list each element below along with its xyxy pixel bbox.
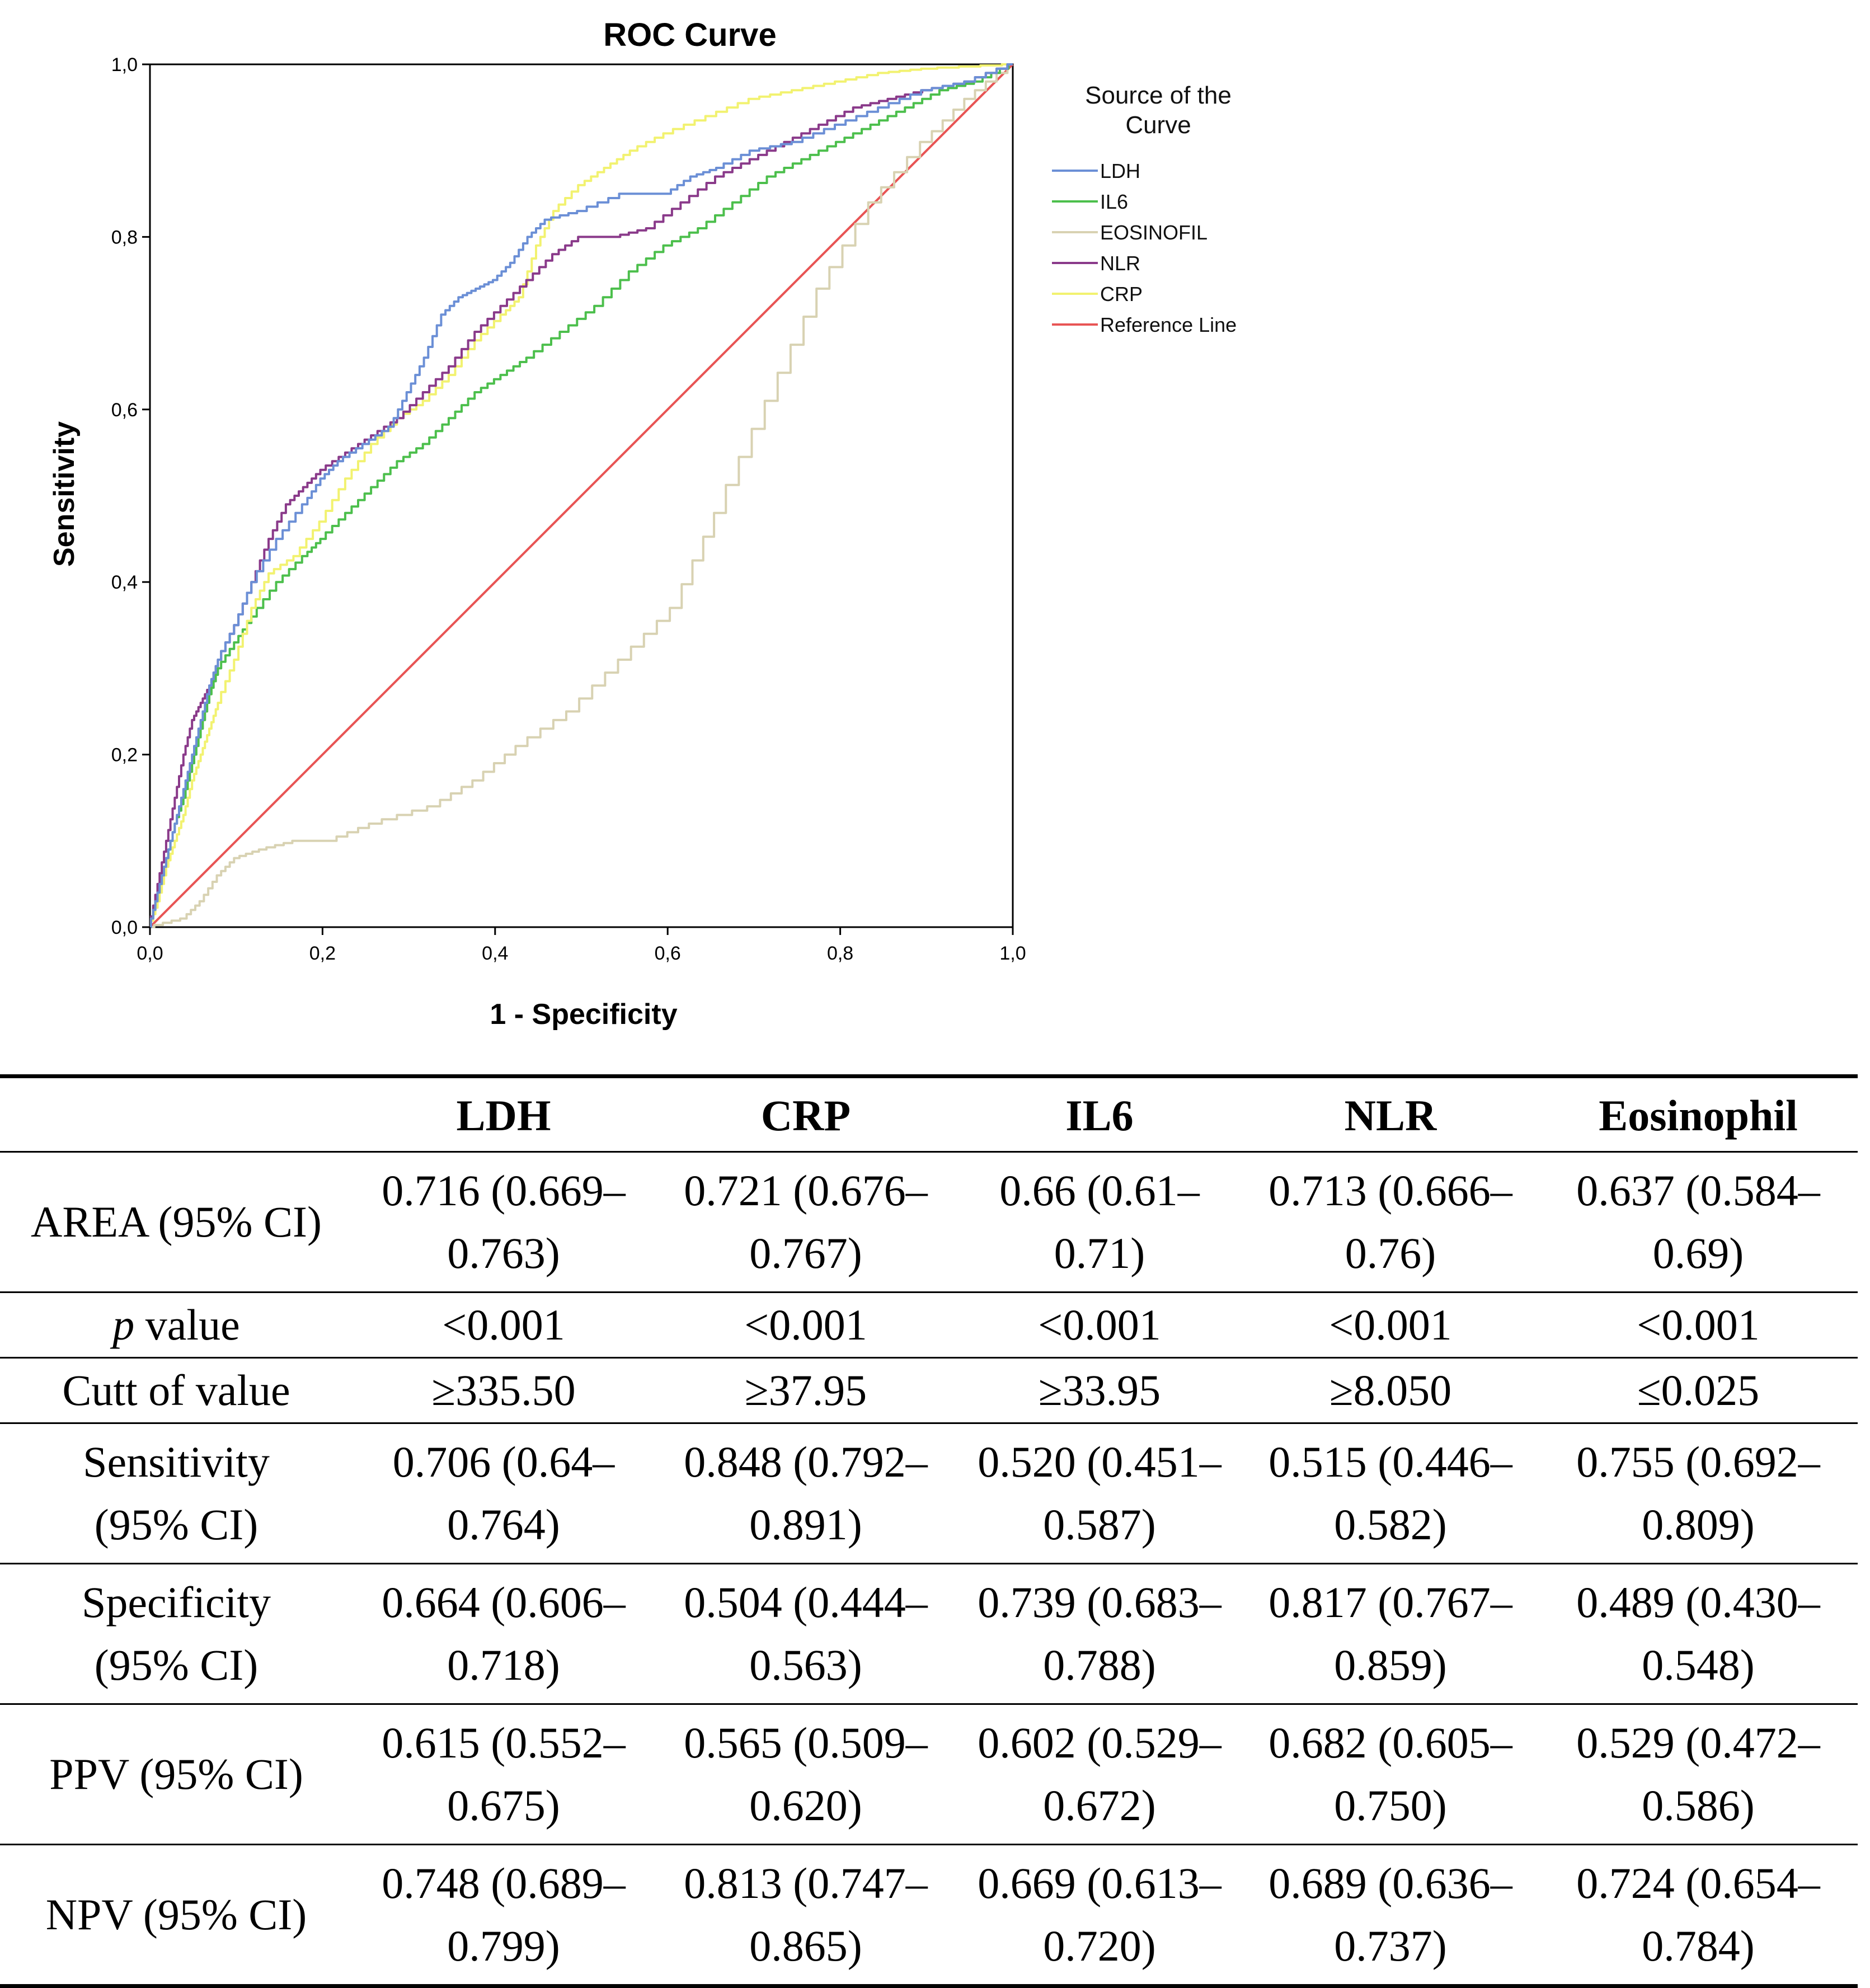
table-cell: 0.817 (0.767– 0.859) <box>1242 1563 1539 1705</box>
x-tick-label: 1,0 <box>999 943 1026 964</box>
header-cell <box>0 1076 353 1153</box>
row-label: p value <box>0 1292 353 1359</box>
table-cell: 0.515 (0.446– 0.582) <box>1242 1423 1539 1564</box>
table-cell: 0.848 (0.792– 0.891) <box>655 1423 957 1564</box>
table-cell: <0.001 <box>1242 1292 1539 1359</box>
row-label: PPV (95% CI) <box>0 1704 353 1845</box>
row-label: Cutt of value <box>0 1357 353 1424</box>
legend-title-line-1: Source of the <box>1085 82 1232 109</box>
table-cell: ≥8.050 <box>1242 1357 1539 1424</box>
y-tick-label: 0,4 <box>111 572 138 593</box>
y-tick-label: 0,2 <box>111 745 138 766</box>
legend-label: NLR <box>1100 252 1140 275</box>
x-tick-label: 0,4 <box>482 943 508 964</box>
y-tick-label: 0,6 <box>111 400 138 421</box>
table-cell: <0.001 <box>353 1292 655 1359</box>
roc-series-eosinofil <box>150 63 1013 928</box>
roc-chart: ROC Curve 0,0 0,0 0,2 0,2 0,4 0,4 0,6 0,6 0,8 0,8… <box>48 17 1237 1031</box>
x-tick-label: 0,8 <box>827 943 853 964</box>
table-cell: 0.602 (0.529– 0.672) <box>957 1704 1242 1845</box>
header-cell: Eosinophil <box>1539 1076 1858 1153</box>
table-cell: <0.001 <box>1539 1292 1858 1359</box>
table-row: Sensitivity (95% CI) 0.706 (0.64– 0.764) 0.8… <box>0 1423 1858 1564</box>
legend-label: CRP <box>1100 283 1143 306</box>
table-row: Specificity (95% CI) 0.664 (0.606– 0.718) 0.… <box>0 1563 1858 1705</box>
legend-label: LDH <box>1100 159 1140 182</box>
table-cell: 0.739 (0.683– 0.788) <box>957 1563 1242 1705</box>
table-cell: 0.689 (0.636– 0.737) <box>1242 1844 1539 1987</box>
table-cell: <0.001 <box>957 1292 1242 1359</box>
table-cell: 0.520 (0.451– 0.587) <box>957 1423 1242 1564</box>
ticks-layer: 0,0 0,0 0,2 0,2 0,4 0,4 0,6 0,6 0,8 0,8 1,0 1,0 <box>111 54 1026 964</box>
table-cell: 0.724 (0.654– 0.784) <box>1539 1844 1858 1987</box>
header-cell: CRP <box>655 1076 957 1153</box>
table-cell: <0.001 <box>655 1292 957 1359</box>
roc-series-il6 <box>149 63 1013 928</box>
table-cell: 0.755 (0.692– 0.809) <box>1539 1423 1858 1564</box>
legend: Source of the Curve LDH IL6 EOSINOFIL NLR CR… <box>1052 82 1237 336</box>
table-cell: 0.682 (0.605– 0.750) <box>1242 1704 1539 1845</box>
plot-border <box>149 63 1014 928</box>
table-cell: 0.504 (0.444– 0.563) <box>655 1563 957 1705</box>
table-body: AREA (95% CI) 0.716 (0.669– 0.763) 0.721 (0… <box>0 1152 1858 1987</box>
x-tick-label: 0,0 <box>137 943 163 964</box>
table-row: p value <0.001 <0.001 <0.001 <0.001 <0.001 <box>0 1292 1858 1359</box>
table-cell: 0.66 (0.61– 0.71) <box>957 1152 1242 1293</box>
table-cell: ≥335.50 <box>353 1357 655 1424</box>
table-row: Cutt of value ≥335.50 ≥37.95 ≥33.95 ≥8.050 ≤0… <box>0 1357 1858 1424</box>
y-tick-label: 1,0 <box>111 54 138 76</box>
table-cell: 0.813 (0.747– 0.865) <box>655 1844 957 1987</box>
roc-series-ldh <box>149 63 1013 928</box>
chart-title: ROC Curve <box>603 17 776 53</box>
table-cell: 0.565 (0.509– 0.620) <box>655 1704 957 1845</box>
row-label: AREA (95% CI) <box>0 1152 353 1293</box>
table-cell: 0.489 (0.430– 0.548) <box>1539 1563 1858 1705</box>
x-tick-label: 0,6 <box>655 943 681 964</box>
table-cell: ≤0.025 <box>1539 1357 1858 1424</box>
table-cell: 0.706 (0.64– 0.764) <box>353 1423 655 1564</box>
table-cell: 0.713 (0.666– 0.76) <box>1242 1152 1539 1293</box>
legend-label: IL6 <box>1100 190 1128 213</box>
legend-items: LDH IL6 EOSINOFIL NLR CRP Reference Line <box>1052 159 1237 336</box>
header-cell: LDH <box>353 1076 655 1153</box>
table-cell: 0.669 (0.613– 0.720) <box>957 1844 1242 1987</box>
row-label: Specificity (95% CI) <box>0 1563 353 1705</box>
x-tick-label: 0,2 <box>309 943 336 964</box>
table-header-row: LDH CRP IL6 NLR Eosinophil <box>0 1076 1858 1153</box>
stats-table: LDH CRP IL6 NLR Eosinophil AREA (95% CI)… <box>0 1074 1858 1988</box>
roc-figure: ROC Curve 0,0 0,0 0,2 0,2 0,4 0,4 0,6 0,6 0,8 0,8… <box>48 17 1237 1031</box>
legend-title-line-2: Curve <box>1125 111 1191 139</box>
table-row: AREA (95% CI) 0.716 (0.669– 0.763) 0.721 (0… <box>0 1152 1858 1293</box>
plot-frame <box>149 63 1014 928</box>
roc-series-reference-line <box>149 63 1014 928</box>
table-cell: 0.615 (0.552– 0.675) <box>353 1704 655 1845</box>
y-tick-label: 0,8 <box>111 227 138 248</box>
table-cell: 0.748 (0.689– 0.799) <box>353 1844 655 1987</box>
table-row: NPV (95% CI) 0.748 (0.689– 0.799) 0.813 (0.… <box>0 1844 1858 1987</box>
table-cell: ≥37.95 <box>655 1357 957 1424</box>
table-cell: 0.664 (0.606– 0.718) <box>353 1563 655 1705</box>
series-layer <box>149 63 1014 928</box>
table-row: PPV (95% CI) 0.615 (0.552– 0.675) 0.565 (0.… <box>0 1704 1858 1845</box>
x-axis-label: 1 - Specificity <box>490 998 677 1031</box>
table-cell: 0.529 (0.472– 0.586) <box>1539 1704 1858 1845</box>
row-label: Sensitivity (95% CI) <box>0 1423 353 1564</box>
y-axis-label: Sensitivity <box>48 421 81 567</box>
legend-label: EOSINOFIL <box>1100 221 1207 244</box>
y-tick-label: 0,0 <box>111 917 138 938</box>
row-label: NPV (95% CI) <box>0 1844 353 1987</box>
table-cell: ≥33.95 <box>957 1357 1242 1424</box>
table-cell: 0.637 (0.584– 0.69) <box>1539 1152 1858 1293</box>
header-cell: NLR <box>1242 1076 1539 1153</box>
header-cell: IL6 <box>957 1076 1242 1153</box>
table-cell: 0.721 (0.676– 0.767) <box>655 1152 957 1293</box>
table-cell: 0.716 (0.669– 0.763) <box>353 1152 655 1293</box>
legend-label: Reference Line <box>1100 313 1237 336</box>
roc-series-crp <box>149 63 1013 928</box>
